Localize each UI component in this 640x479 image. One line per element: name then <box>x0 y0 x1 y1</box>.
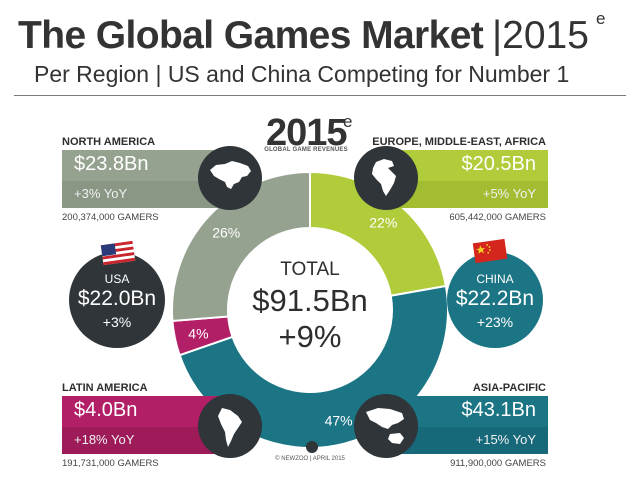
china-name: CHINA <box>476 272 514 286</box>
asia-pacific-gamers: 911,900,000 GAMERS <box>450 458 546 469</box>
china-revenue: $22.2Bn <box>455 287 535 310</box>
north-america-name: NORTH AMERICA <box>62 136 156 148</box>
china-flag-icon <box>472 238 508 264</box>
page-title: The Global Games Market <box>18 14 484 57</box>
donut-slice-label: 26% <box>212 225 240 241</box>
asia-pacific-name: ASIA-PACIFIC <box>472 382 546 394</box>
north-america-gamers: 200,374,000 GAMERS <box>62 212 159 223</box>
emea-revenue: $20.5Bn <box>394 150 548 181</box>
asia-pacific-growth: +15% YoY <box>394 427 548 454</box>
title-year-mark: e <box>596 9 606 28</box>
emea-name: EUROPE, MIDDLE-EAST, AFRICA <box>372 136 546 148</box>
usa-growth: +3% <box>102 314 132 330</box>
footer-credit: © NEWZOO | APRIL 2015 <box>275 456 345 462</box>
north-america-map-icon <box>198 146 262 210</box>
emea-growth: +5% YoY <box>394 181 548 208</box>
asia-pacific-map-icon <box>354 394 418 458</box>
total-growth: +9% <box>278 319 342 354</box>
newzoo-logo-icon <box>306 441 318 453</box>
header-divider <box>14 95 626 96</box>
latin-america-name: LATIN AMERICA <box>62 382 148 394</box>
donut-slice-label: 47% <box>325 412 353 428</box>
europe-africa-map-icon <box>354 146 418 210</box>
title-year: |2015 <box>492 14 589 57</box>
asia-pacific-revenue: $43.1Bn <box>394 396 548 427</box>
china-growth: +23% <box>476 314 514 330</box>
center-year-mark: e <box>343 112 353 131</box>
south-america-map-icon <box>198 394 262 458</box>
page-subtitle: Per Region | US and China Competing for … <box>34 61 570 87</box>
usa-name: USA <box>104 272 130 286</box>
donut-slice-label: 4% <box>188 325 208 341</box>
center-caption: GLOBAL GAME REVENUES <box>264 147 348 153</box>
usa-flag-icon <box>100 240 136 266</box>
latin-america-gamers: 191,731,000 GAMERS <box>62 458 159 469</box>
usa-badge: USA $22.0Bn +3% <box>69 252 165 348</box>
asia-pacific-band: $43.1Bn +15% YoY <box>394 396 548 454</box>
total-value: $91.5Bn <box>252 283 368 318</box>
donut-slice-north-america <box>171 170 311 323</box>
emea-gamers: 605,442,000 GAMERS <box>449 212 546 223</box>
total-label: TOTAL <box>280 259 340 280</box>
center-year: 2015 <box>266 112 348 154</box>
china-badge: CHINA $22.2Bn +23% <box>447 252 543 348</box>
donut-slice-label: 22% <box>369 215 397 231</box>
usa-revenue: $22.0Bn <box>77 287 157 310</box>
emea-band: $20.5Bn +5% YoY <box>394 150 548 208</box>
